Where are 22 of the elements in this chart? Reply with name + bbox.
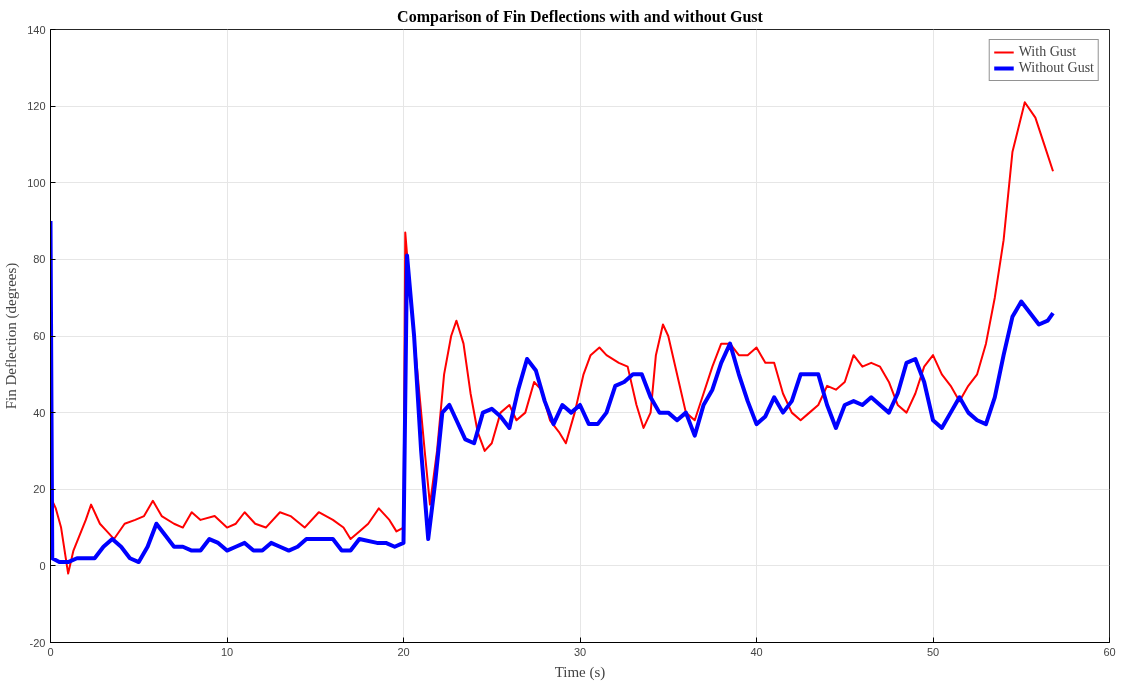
y-tick-label: 140: [27, 23, 46, 36]
legend-label: With Gust: [1018, 44, 1077, 60]
y-tick-label: -20: [29, 636, 46, 649]
chart-title: Comparison of Fin Deflections with and without Gust: [397, 7, 764, 26]
x-tick-label: 40: [750, 645, 763, 658]
y-tick-label: 20: [33, 483, 46, 496]
line-series: [50, 219, 1056, 565]
x-tick-label: 50: [926, 645, 940, 658]
x-tick-label: 30: [573, 645, 587, 658]
legend-label: Without Gust: [1018, 60, 1094, 76]
y-tick-label: 60: [33, 330, 46, 342]
y-tick-label: 40: [33, 406, 46, 419]
x-tick-label: 20: [397, 645, 410, 658]
x-tick-label: 60: [1103, 645, 1116, 658]
x-axis-title: Time (s): [554, 663, 606, 681]
y-tick-label: 120: [27, 100, 46, 113]
y-tick-label: 0: [39, 559, 46, 572]
x-tick-label: 10: [220, 645, 234, 658]
y-tick-label: 100: [27, 176, 46, 189]
y-tick-label: 80: [33, 253, 46, 266]
y-axis-title: Fin Deflection (degrees): [3, 262, 21, 410]
x-tick-label: 0: [47, 645, 54, 658]
